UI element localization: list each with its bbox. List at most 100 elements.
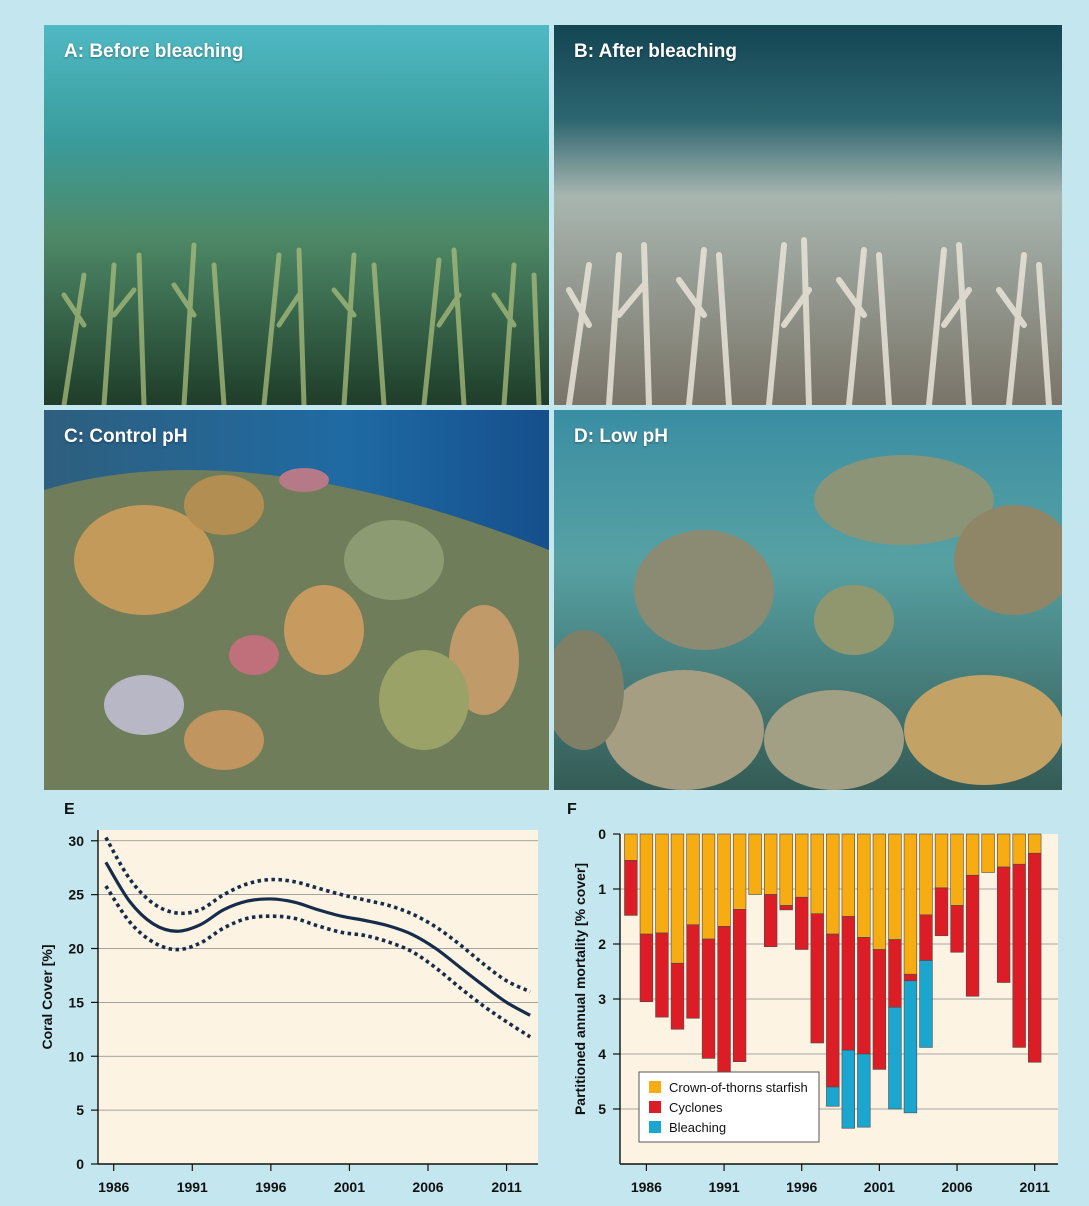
y-tick-label: 1 [598, 881, 606, 897]
photo-panel-a: A: Before bleaching [44, 25, 549, 405]
lower-confidence-line [104, 885, 532, 1039]
bar-crown-of-thorns-starfish [888, 833, 902, 940]
legend-swatch-bleaching [649, 1121, 661, 1133]
bar-bleaching [841, 1049, 855, 1129]
bar-cyclones [717, 926, 731, 1076]
legend-swatch-cyclones [649, 1101, 661, 1113]
photo-panel-b: B: After bleaching [554, 25, 1062, 405]
bar-crown-of-thorns-starfish [655, 833, 669, 934]
x-tick-label: 2001 [864, 1179, 895, 1195]
bar-crown-of-thorns-starfish [779, 833, 793, 906]
bar-crown-of-thorns-starfish [748, 833, 762, 895]
bar-crown-of-thorns-starfish [795, 833, 809, 898]
bar-cyclones [872, 949, 887, 1070]
bar-cyclones [779, 905, 793, 911]
y-tick-label: 30 [68, 833, 84, 849]
bar-cyclones [950, 905, 964, 953]
coral-photo-control-ph [44, 410, 549, 790]
bar-cyclones [1012, 863, 1026, 1048]
photo-label-c: C: Control pH [64, 426, 188, 447]
panel-letter-e: E [64, 801, 75, 818]
y-tick-label: 0 [598, 826, 606, 842]
photo-panel-d: D: Low pH [554, 410, 1062, 790]
bar-cyclones [686, 924, 700, 1019]
bar-crown-of-thorns-starfish [981, 833, 995, 873]
bar-cyclones [1028, 852, 1042, 1063]
photo-label-a: A: Before bleaching [64, 41, 244, 62]
bar-cyclones [826, 933, 840, 1088]
legend-box [638, 1071, 820, 1143]
legend-label-crown-of-thorns-starfish: Crown-of-thorns starfish [669, 1080, 808, 1095]
upper-confidence-line [104, 836, 531, 994]
bar-crown-of-thorns-starfish [826, 833, 840, 935]
bar-cyclones [810, 913, 824, 1044]
coral-photo-bleached [554, 25, 1062, 405]
bar-cyclones [624, 860, 638, 916]
bar-cyclones [965, 874, 980, 997]
mortality-chart: F 0 1 2 3 4 5 1986 1991 1996 2001 2006 2011 Partiti… [567, 801, 1058, 1195]
x-tick-label: 1986 [98, 1179, 129, 1195]
bar-crown-of-thorns-starfish [950, 833, 964, 906]
x-tick-label: 1991 [708, 1179, 739, 1195]
x-tick-label: 2006 [412, 1179, 443, 1195]
legend-label-bleaching: Bleaching [669, 1120, 726, 1135]
bar-crown-of-thorns-starfish [686, 833, 700, 926]
x-tick-label: 2011 [1020, 1179, 1051, 1195]
bar-cyclones [841, 916, 855, 1051]
bar-bleaching [903, 980, 918, 1114]
photo-label-d: D: Low pH [574, 426, 668, 447]
legend-swatch-crown-of-thorns-starfish [649, 1081, 661, 1093]
bar-crown-of-thorns-starfish [810, 833, 824, 915]
y-tick-label: 2 [598, 936, 606, 952]
y-tick-label: 25 [68, 887, 84, 903]
bar-bleaching [919, 960, 933, 1048]
bar-cyclones [670, 962, 685, 1030]
x-tick-label: 1996 [786, 1179, 817, 1195]
bar-crown-of-thorns-starfish [717, 833, 731, 927]
photo-label-b: B: After bleaching [574, 41, 737, 62]
bar-crown-of-thorns-starfish [872, 833, 887, 950]
bar-crown-of-thorns-starfish [903, 833, 918, 975]
legend: Crown-of-thorns starfish Cyclones Bleachin… [638, 1071, 820, 1143]
panel-letter-f: F [567, 801, 577, 818]
bar-cyclones [919, 914, 933, 961]
legend-label-cyclones: Cyclones [669, 1100, 723, 1115]
bar-cyclones [795, 896, 809, 950]
bar-crown-of-thorns-starfish [639, 833, 654, 935]
y-tick-label: 5 [76, 1102, 84, 1118]
y-tick-label: 20 [68, 941, 84, 957]
coral-photo-low-ph [554, 410, 1062, 790]
y-tick-label: 0 [76, 1156, 84, 1172]
y-tick-label: 3 [598, 991, 606, 1007]
bar-crown-of-thorns-starfish [670, 833, 685, 964]
bar-crown-of-thorns-starfish [965, 833, 980, 876]
bar-crown-of-thorns-starfish [701, 833, 716, 940]
coral-cover-line [104, 861, 531, 1017]
bar-crown-of-thorns-starfish [841, 833, 855, 917]
bar-cyclones [857, 937, 871, 1055]
bar-cyclones [732, 909, 747, 1063]
bar-cyclones [655, 932, 669, 1018]
photo-panel-c: C: Control pH [44, 410, 549, 790]
bar-cyclones [934, 887, 949, 937]
x-tick-label: 2011 [491, 1179, 522, 1195]
bar-cyclones [701, 938, 716, 1059]
x-tick-label: 1986 [631, 1179, 662, 1195]
bar-crown-of-thorns-starfish [1012, 833, 1026, 865]
bar-crown-of-thorns-starfish [996, 833, 1011, 868]
bar-bleaching [857, 1053, 871, 1128]
y-tick-label: 10 [68, 1048, 84, 1064]
x-tick-label: 2001 [334, 1179, 365, 1195]
x-tick-label: 1991 [177, 1179, 208, 1195]
bar-crown-of-thorns-starfish [934, 833, 949, 889]
bar-crown-of-thorns-starfish [763, 833, 778, 895]
y-tick-label: 5 [598, 1101, 606, 1117]
bar-crown-of-thorns-starfish [1028, 833, 1042, 854]
bar-cyclones [996, 866, 1011, 983]
bar-bleaching [826, 1086, 840, 1107]
y-axis-label-f: Partitioned annual mortality [% cover] [572, 863, 588, 1115]
bar-cyclones [763, 894, 778, 948]
bar-crown-of-thorns-starfish [624, 833, 638, 861]
bar-cyclones [903, 973, 918, 982]
bar-crown-of-thorns-starfish [919, 833, 933, 916]
